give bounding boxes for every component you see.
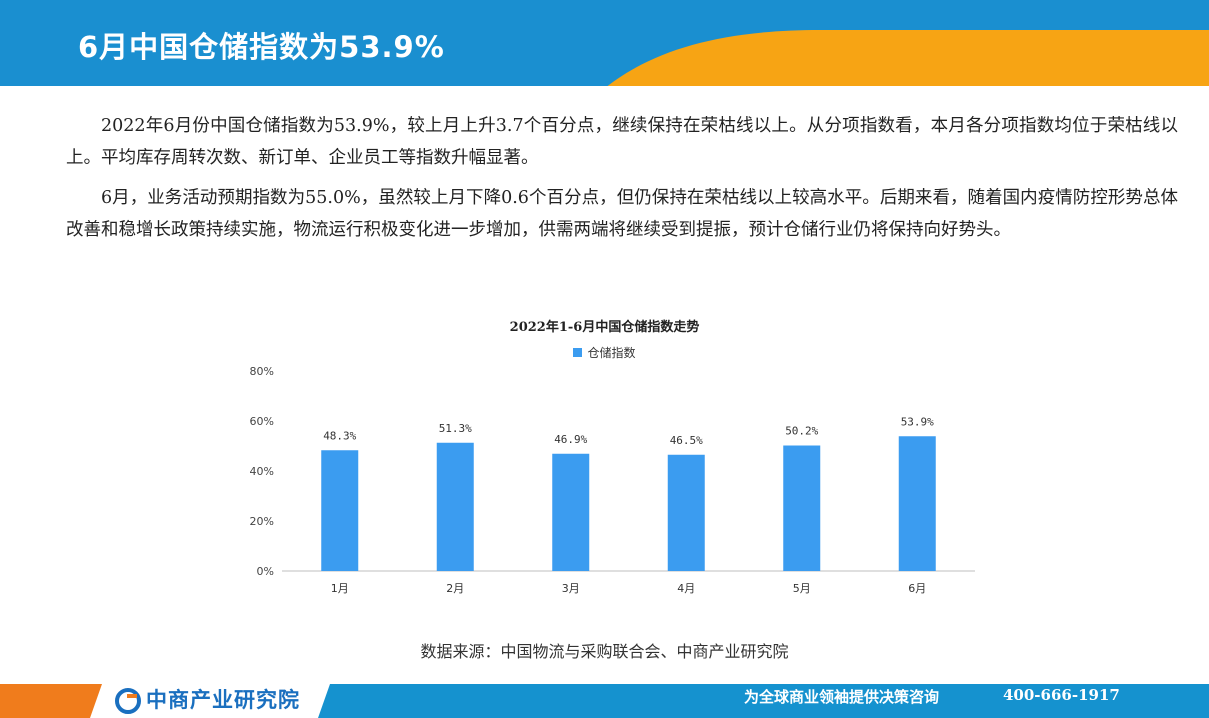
bar — [552, 453, 590, 571]
y-tick-label: 40% — [250, 465, 274, 478]
data-label: 48.3% — [323, 429, 356, 442]
footer-phone: 400-666-1917 — [1003, 686, 1120, 704]
header-swoosh — [600, 30, 1209, 92]
paragraph-2: 6月，业务活动预期指数为55.0%，虽然较上月下降0.6个百分点，但仍保持在荣枯… — [66, 188, 1178, 240]
content-body: 2022年6月份中国仓储指数为53.9%，较上月上升3.7个百分点，继续保持在荣… — [66, 110, 1178, 254]
data-label: 46.9% — [554, 433, 587, 446]
y-tick-label: 80% — [250, 365, 274, 378]
paragraph-1: 2022年6月份中国仓储指数为53.9%，较上月上升3.7个百分点，继续保持在荣… — [66, 116, 1178, 168]
footer-bar — [0, 684, 1209, 718]
legend-label: 仓储指数 — [587, 346, 636, 360]
data-label: 53.9% — [901, 415, 934, 428]
x-tick-label: 5月 — [793, 582, 811, 595]
x-tick-label: 1月 — [331, 582, 349, 595]
data-label: 50.2% — [785, 425, 818, 438]
y-tick-label: 60% — [250, 415, 274, 428]
chart-title: 2022年1-6月中国仓储指数走势 — [509, 320, 700, 335]
data-source: 数据来源：中国物流与采购联合会、中商产业研究院 — [420, 642, 789, 661]
footer-logo-text: 中商产业研究院 — [146, 688, 300, 712]
legend-swatch — [573, 348, 583, 357]
x-tick-label: 2月 — [446, 582, 464, 595]
footer-slogan: 为全球商业领袖提供决策咨询 — [744, 688, 940, 706]
y-tick-label: 0% — [257, 565, 274, 578]
bar — [321, 450, 359, 571]
data-label: 51.3% — [439, 422, 472, 435]
bar — [436, 442, 474, 571]
header-divider — [0, 86, 1209, 92]
x-tick-label: 4月 — [677, 582, 695, 595]
logo-icon — [115, 688, 141, 714]
chart-legend: 仓储指数 — [0, 344, 1209, 361]
x-tick-label: 6月 — [908, 582, 926, 595]
bar — [898, 436, 936, 571]
y-tick-label: 20% — [250, 515, 274, 528]
page-title: 6月中国仓储指数为53.9% — [78, 30, 445, 64]
bar — [783, 445, 821, 571]
x-tick-label: 3月 — [562, 582, 580, 595]
bar — [667, 454, 705, 571]
header-banner: 6月中国仓储指数为53.9% — [0, 0, 1209, 92]
data-label: 46.5% — [670, 434, 703, 447]
